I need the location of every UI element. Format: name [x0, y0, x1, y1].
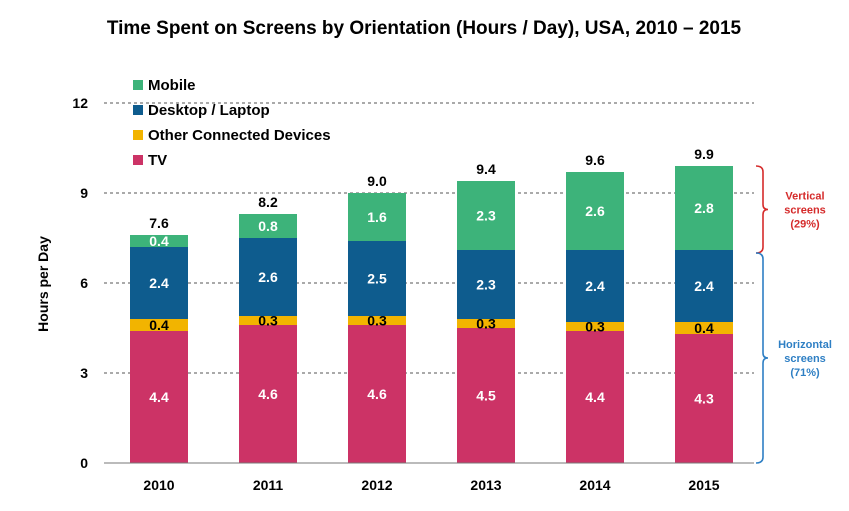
bracket-label: (71%): [790, 367, 820, 379]
bar-segment: [130, 235, 188, 247]
x-tick-label: 2011: [253, 477, 284, 493]
x-axis-ticks: 2010 2011 2012 2013 2014 2015: [143, 477, 719, 493]
bar-segment: [457, 181, 515, 250]
data-label: 0.8: [258, 218, 278, 234]
legend-label: Other Connected Devices: [148, 127, 331, 144]
total-label: 8.2: [258, 194, 278, 210]
legend-label: Mobile: [148, 77, 196, 94]
bar-segment: [239, 316, 297, 325]
data-label: 4.4: [585, 389, 605, 405]
bar-stack: 4.3 0.4 2.4 2.8 9.9: [675, 146, 733, 463]
bar-segment: [348, 241, 406, 316]
data-label: 4.3: [694, 391, 714, 407]
y-tick-label: 3: [80, 365, 88, 381]
data-label: 0.3: [585, 319, 605, 335]
bar-stack: 4.4 0.3 2.4 2.6 9.6: [566, 152, 624, 463]
bar-segment: [675, 250, 733, 322]
data-label: 2.6: [258, 269, 278, 285]
bar-segment: [348, 325, 406, 463]
bars: 4.4 0.4 2.4 0.4 7.6 4.6 0.3 2.6 0.8 8.2 4.6 0.3 2.5 1…: [130, 146, 733, 463]
bar-segment: [130, 331, 188, 463]
legend-swatch: [133, 105, 143, 115]
data-label: 2.6: [585, 203, 605, 219]
data-label: 2.8: [694, 200, 714, 216]
bar-segment: [566, 250, 624, 322]
bracket: [755, 252, 769, 464]
y-tick-label: 0: [80, 455, 88, 471]
data-label: 0.3: [367, 313, 387, 329]
legend-swatch: [133, 80, 143, 90]
y-axis-ticks: 0 3 6 9 12: [72, 95, 88, 471]
bar-segment: [566, 172, 624, 250]
y-tick-label: 12: [72, 95, 88, 111]
data-label: 0.4: [149, 233, 169, 249]
bracket-label: (29%): [790, 219, 820, 231]
legend-label: Desktop / Laptop: [148, 102, 270, 119]
bar-segment: [239, 214, 297, 238]
bar-segment: [239, 238, 297, 316]
bar-segment: [130, 319, 188, 331]
total-label: 9.6: [585, 152, 605, 168]
x-tick-label: 2015: [688, 477, 719, 493]
x-tick-label: 2014: [579, 477, 610, 493]
data-label: 0.4: [694, 320, 714, 336]
data-label: 2.5: [367, 271, 387, 287]
bar-segment: [457, 319, 515, 328]
bracket-label: screens: [784, 353, 826, 365]
bar-stack: 4.4 0.4 2.4 0.4 7.6: [130, 215, 188, 463]
y-tick-label: 9: [80, 185, 88, 201]
x-tick-label: 2010: [143, 477, 174, 493]
bar-segment: [239, 325, 297, 463]
x-tick-label: 2012: [361, 477, 392, 493]
bar-segment: [348, 193, 406, 241]
data-label: 0.3: [258, 313, 278, 329]
data-label: 2.4: [585, 278, 605, 294]
bar-segment: [457, 328, 515, 463]
data-label: 0.4: [149, 317, 169, 333]
bracket: [755, 165, 769, 254]
data-label: 2.3: [476, 208, 496, 224]
legend-swatch: [133, 155, 143, 165]
data-label: 2.4: [694, 278, 714, 294]
bar-stack: 4.6 0.3 2.6 0.8 8.2: [239, 194, 297, 463]
y-axis-label: Hours per Day: [35, 236, 51, 332]
bar-segment: [130, 247, 188, 319]
bar-stack: 4.5 0.3 2.3 2.3 9.4: [457, 161, 515, 463]
data-label: 2.4: [149, 275, 169, 291]
total-label: 9.0: [367, 173, 387, 189]
data-label: 0.3: [476, 316, 496, 332]
total-label: 9.4: [476, 161, 496, 177]
legend-swatch: [133, 130, 143, 140]
bar-segment: [566, 331, 624, 463]
legend: Mobile Desktop / Laptop Other Connected De…: [133, 77, 331, 169]
data-label: 2.3: [476, 277, 496, 293]
total-label: 9.9: [694, 146, 714, 162]
data-label: 4.5: [476, 388, 496, 404]
bar-segment: [457, 250, 515, 319]
chart-title: Time Spent on Screens by Orientation (Ho…: [107, 18, 742, 39]
bar-segment: [675, 322, 733, 334]
bracket-label: Horizontal: [778, 339, 832, 351]
gridlines: [104, 102, 754, 374]
bracket-label: Vertical: [785, 191, 824, 203]
data-label: 4.6: [258, 386, 278, 402]
bracket-label: screens: [784, 205, 826, 217]
bar-segment: [675, 334, 733, 463]
data-label: 4.4: [149, 389, 169, 405]
data-label: 4.6: [367, 386, 387, 402]
bar-segment: [348, 316, 406, 325]
bar-stack: 4.6 0.3 2.5 1.6 9.0: [348, 173, 406, 463]
data-label: 1.6: [367, 209, 387, 225]
bar-segment: [675, 166, 733, 250]
y-tick-label: 6: [80, 275, 88, 291]
total-label: 7.6: [149, 215, 169, 231]
legend-label: TV: [148, 152, 167, 169]
bar-segment: [566, 322, 624, 331]
orientation-brackets: Vertical screens (29%) Horizontal screens (71…: [755, 165, 832, 464]
x-tick-label: 2013: [470, 477, 501, 493]
